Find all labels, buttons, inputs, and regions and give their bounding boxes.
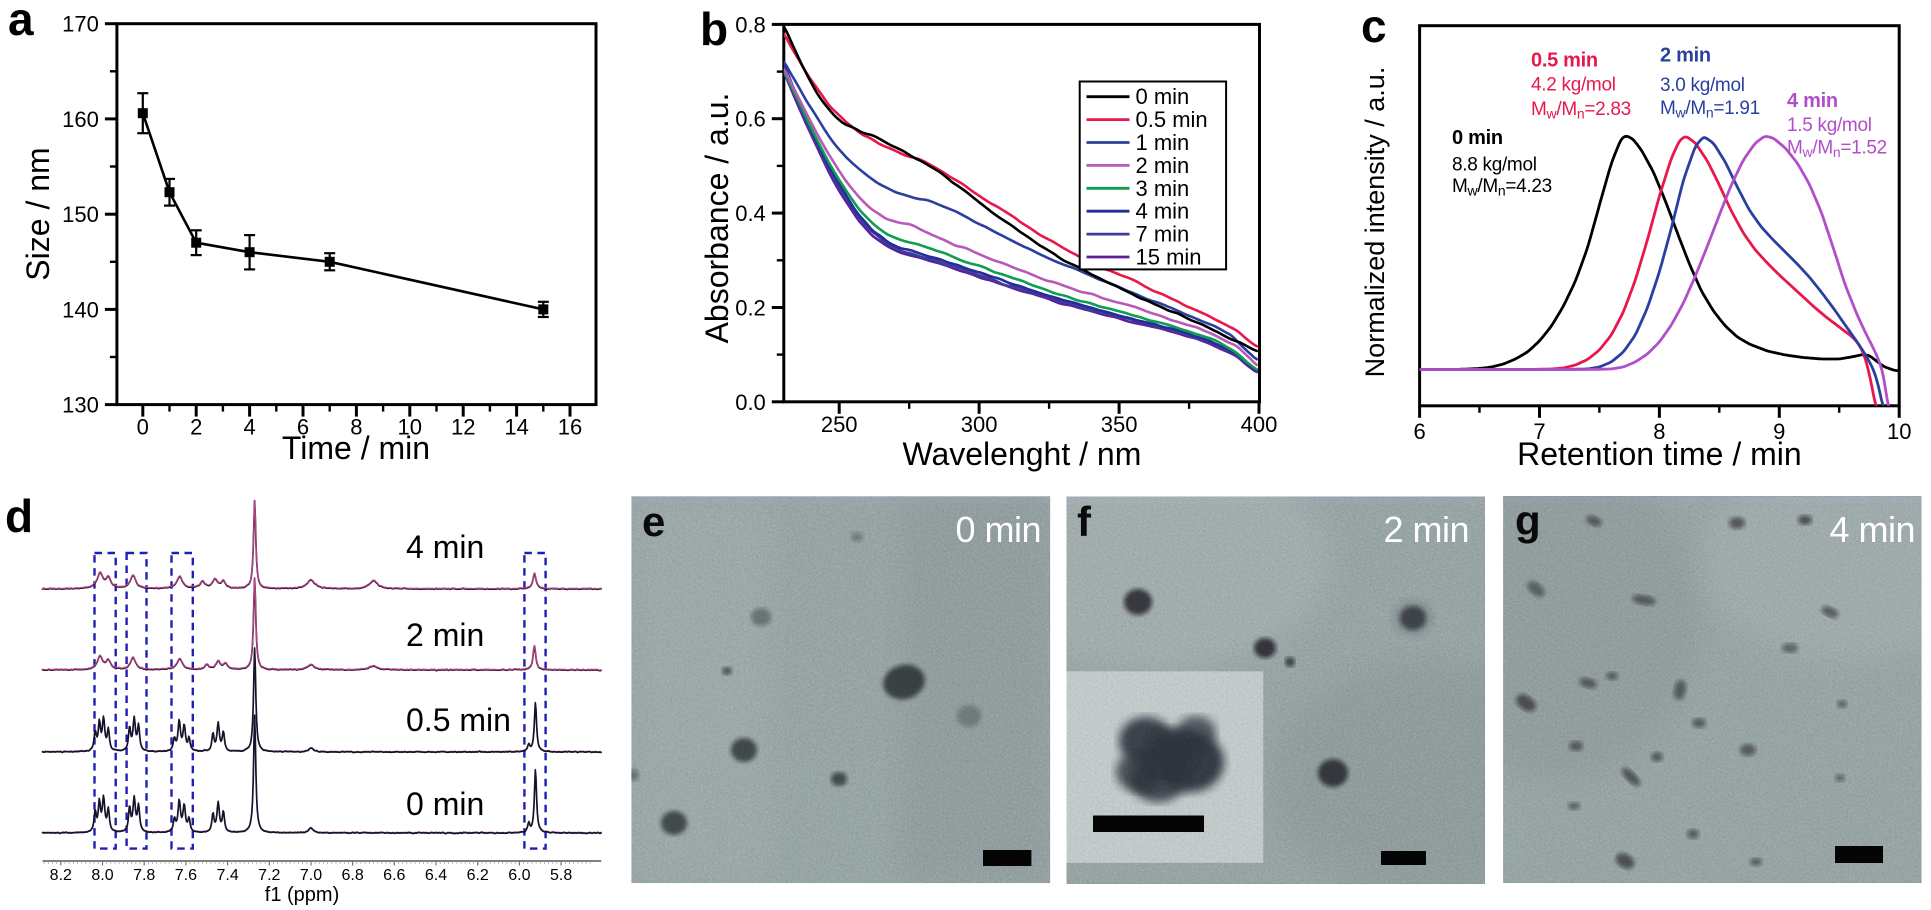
svg-text:0.6: 0.6 <box>735 107 766 132</box>
svg-text:0 min: 0 min <box>955 509 1041 550</box>
svg-text:15 min: 15 min <box>1136 245 1202 270</box>
svg-text:6: 6 <box>297 415 309 440</box>
svg-text:g: g <box>1515 497 1541 544</box>
svg-text:7.2: 7.2 <box>258 867 280 884</box>
svg-text:0.5 min: 0.5 min <box>1136 107 1208 132</box>
svg-text:3.0 kg/mol: 3.0 kg/mol <box>1660 75 1745 96</box>
svg-text:4 min: 4 min <box>1136 199 1190 224</box>
svg-text:0.5 min: 0.5 min <box>406 702 511 738</box>
svg-text:10: 10 <box>1887 419 1911 444</box>
svg-text:0 min: 0 min <box>406 786 484 822</box>
svg-text:8.0: 8.0 <box>91 867 113 884</box>
svg-text:Mw/Mn=1.91: Mw/Mn=1.91 <box>1660 98 1760 121</box>
svg-text:7: 7 <box>1533 419 1545 444</box>
svg-text:1.5 kg/mol: 1.5 kg/mol <box>1787 115 1872 136</box>
svg-text:7 min: 7 min <box>1136 222 1190 247</box>
svg-text:3 min: 3 min <box>1136 176 1190 201</box>
svg-text:8: 8 <box>350 415 362 440</box>
svg-text:130: 130 <box>62 393 99 418</box>
svg-text:0.2: 0.2 <box>735 296 766 321</box>
svg-text:e: e <box>642 498 665 545</box>
svg-text:0.0: 0.0 <box>735 390 766 415</box>
svg-text:140: 140 <box>62 297 99 322</box>
svg-text:2 min: 2 min <box>406 617 484 653</box>
svg-text:6.0: 6.0 <box>508 867 530 884</box>
svg-text:d: d <box>5 490 33 542</box>
svg-text:4.2 kg/mol: 4.2 kg/mol <box>1531 75 1616 96</box>
svg-text:300: 300 <box>961 412 998 437</box>
svg-text:0: 0 <box>137 415 149 440</box>
svg-text:10: 10 <box>398 415 422 440</box>
svg-text:8.2: 8.2 <box>50 867 72 884</box>
svg-text:160: 160 <box>62 107 99 132</box>
svg-text:0 min: 0 min <box>1136 84 1190 109</box>
svg-text:2 min: 2 min <box>1660 45 1711 67</box>
svg-text:4 min: 4 min <box>1829 509 1915 550</box>
svg-text:Absorbance / a.u.: Absorbance / a.u. <box>699 93 735 344</box>
svg-text:5.8: 5.8 <box>550 867 572 884</box>
svg-text:4 min: 4 min <box>406 529 484 565</box>
svg-text:9: 9 <box>1773 419 1785 444</box>
svg-text:8.8 kg/mol: 8.8 kg/mol <box>1452 155 1537 176</box>
svg-text:250: 250 <box>821 412 858 437</box>
svg-text:6.4: 6.4 <box>425 867 447 884</box>
svg-text:Mw/Mn=2.83: Mw/Mn=2.83 <box>1531 99 1631 122</box>
svg-text:0 min: 0 min <box>1452 127 1503 149</box>
svg-text:170: 170 <box>62 12 99 37</box>
svg-text:0.8: 0.8 <box>735 12 766 37</box>
svg-text:f: f <box>1077 498 1092 545</box>
svg-text:4: 4 <box>243 415 255 440</box>
svg-text:6.6: 6.6 <box>383 867 405 884</box>
svg-text:16: 16 <box>558 415 582 440</box>
svg-text:6: 6 <box>1413 419 1425 444</box>
svg-text:Normalized intensity / a.u.: Normalized intensity / a.u. <box>1360 67 1390 378</box>
svg-text:2 min: 2 min <box>1136 153 1190 178</box>
svg-text:Wavelenght / nm: Wavelenght / nm <box>902 436 1141 472</box>
svg-text:7.0: 7.0 <box>300 867 322 884</box>
svg-text:c: c <box>1361 0 1387 52</box>
svg-text:0.5 min: 0.5 min <box>1531 50 1598 72</box>
svg-text:Time / min: Time / min <box>282 430 430 466</box>
svg-text:1 min: 1 min <box>1136 130 1190 155</box>
svg-text:7.8: 7.8 <box>133 867 155 884</box>
svg-text:b: b <box>700 3 728 55</box>
svg-text:7.6: 7.6 <box>175 867 197 884</box>
svg-text:400: 400 <box>1241 412 1278 437</box>
svg-text:6.8: 6.8 <box>341 867 363 884</box>
svg-text:a: a <box>8 0 34 45</box>
svg-text:Mw/Mn=4.23: Mw/Mn=4.23 <box>1452 176 1552 199</box>
svg-text:14: 14 <box>504 415 528 440</box>
svg-text:12: 12 <box>451 415 475 440</box>
svg-text:f1 (ppm): f1 (ppm) <box>265 884 339 906</box>
svg-text:8: 8 <box>1653 419 1665 444</box>
svg-text:Mw/Mn=1.52: Mw/Mn=1.52 <box>1787 138 1887 161</box>
svg-text:6.2: 6.2 <box>467 867 489 884</box>
svg-text:2 min: 2 min <box>1383 509 1469 550</box>
svg-text:4 min: 4 min <box>1787 90 1838 112</box>
svg-text:0.4: 0.4 <box>735 201 766 226</box>
svg-text:150: 150 <box>62 202 99 227</box>
svg-text:7.4: 7.4 <box>216 867 238 884</box>
svg-text:Retention time / min: Retention time / min <box>1517 436 1802 472</box>
svg-text:350: 350 <box>1101 412 1138 437</box>
svg-text:2: 2 <box>190 415 202 440</box>
svg-text:Size / nm: Size / nm <box>20 147 56 280</box>
